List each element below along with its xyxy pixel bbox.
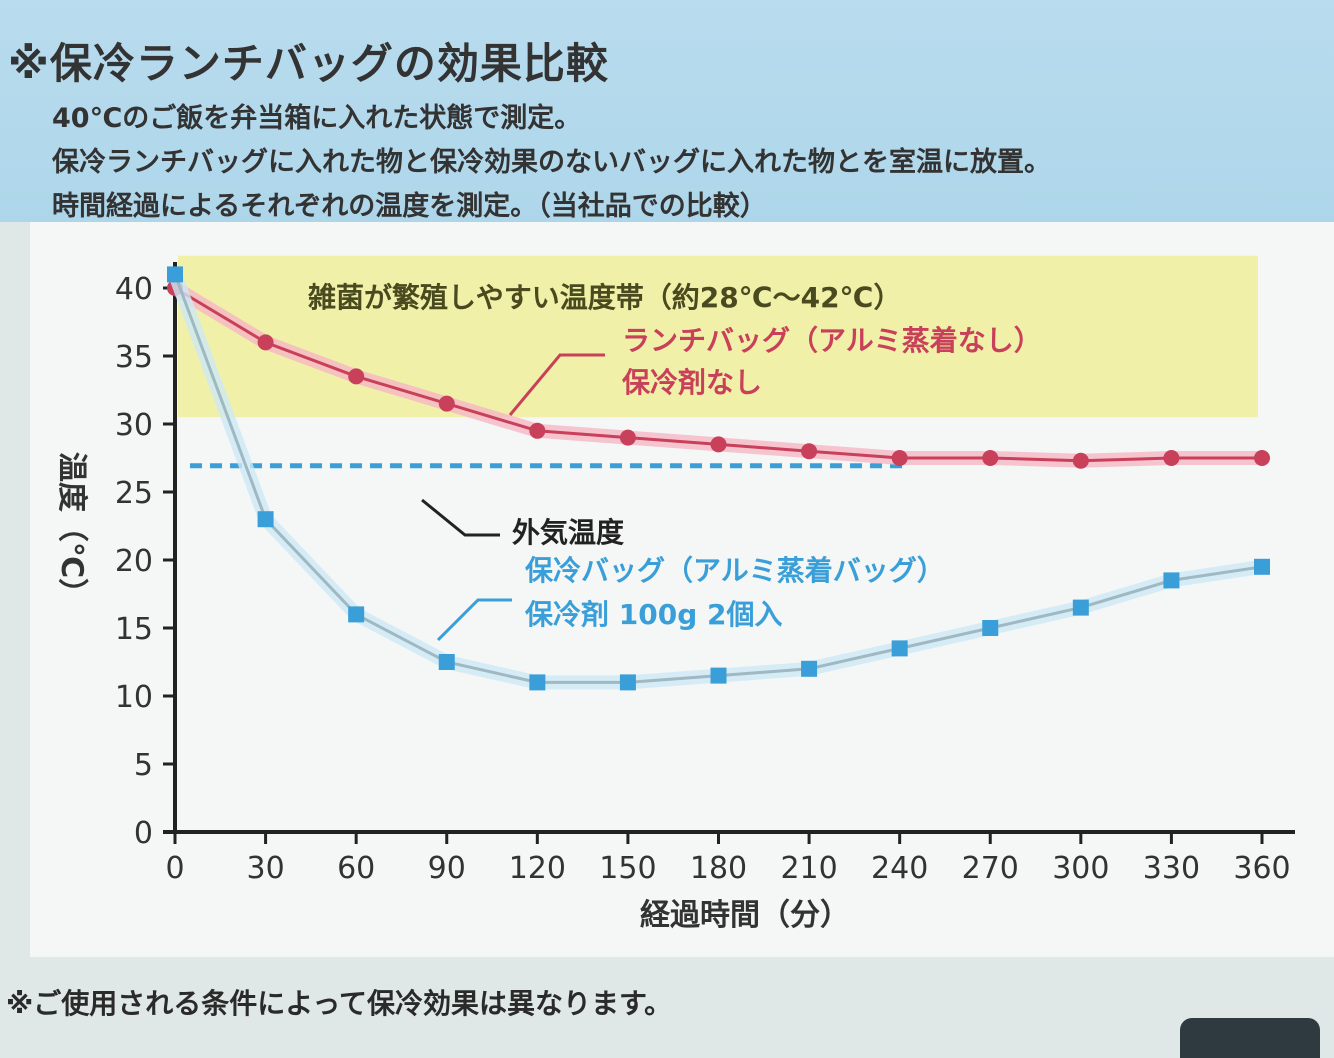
series-0-point: [1254, 450, 1270, 466]
series-0-point: [801, 443, 818, 460]
series-1-point: [710, 667, 727, 684]
series-1-point: [801, 660, 818, 677]
x-tick-label: 360: [1233, 851, 1290, 886]
x-tick-label: 60: [337, 851, 375, 886]
x-axis: 0 30 60 90 120 150 180 210 240 270 300 330 360: [163, 830, 1295, 886]
x-tick-label: 330: [1143, 851, 1200, 886]
series-1-point: [167, 266, 183, 283]
x-tick-label: 0: [165, 851, 184, 886]
series-0-point: [529, 422, 546, 439]
lunchbag-label-line-1: ランチバッグ（アルミ蒸着なし）: [622, 324, 1042, 357]
y-tick-label: 35: [115, 340, 153, 375]
series-layer: [167, 266, 1270, 691]
y-tick-label: 40: [115, 272, 153, 307]
series-0-point: [1072, 452, 1089, 469]
series-1-point: [891, 640, 908, 657]
x-tick-label: 240: [871, 851, 928, 886]
x-tick-label: 270: [962, 851, 1019, 886]
description-line-3: 時間経過によるそれぞれの温度を測定。（当社品での比較）: [52, 191, 767, 222]
outside-leader-line: [421, 498, 500, 537]
y-tick-label: 5: [134, 748, 153, 783]
series-1-point: [348, 606, 365, 623]
x-axis-title: 経過時間（分）: [640, 898, 850, 933]
series-0-point: [438, 395, 455, 412]
series-1-point: [1163, 572, 1180, 589]
band-label: 雑菌が繁殖しやすい温度帯（約28℃〜42℃）: [307, 281, 901, 314]
series-0-point: [348, 368, 365, 385]
description-line-2: 保冷ランチバッグに入れた物と保冷効果のないバッグに入れた物とを室温に放置。: [52, 147, 1051, 178]
x-tick-label: 300: [1052, 851, 1109, 886]
series-1-point: [529, 674, 546, 691]
series-0-point: [257, 334, 274, 351]
y-tick-label: 25: [115, 476, 153, 511]
coolbag-label-line-2: 保冷剤 100g 2個入: [525, 598, 782, 631]
series-1-point: [982, 620, 999, 636]
y-tick-label: 30: [115, 408, 153, 443]
series-1-point: [438, 654, 455, 670]
series-1-point: [1254, 558, 1270, 575]
series-0-point: [710, 436, 727, 453]
y-tick-label: 10: [115, 680, 153, 715]
y-tick-label: 0: [134, 816, 153, 851]
x-tick-label: 120: [509, 851, 566, 886]
header-band: ※保冷ランチバッグの効果比較 40℃のご飯を弁当箱に入れた状態で測定。 保冷ラン…: [0, 0, 1334, 222]
x-tick-label: 90: [428, 851, 466, 886]
description-line-1: 40℃のご飯を弁当箱に入れた状態で測定。: [52, 103, 582, 134]
x-tick-label: 30: [246, 851, 284, 886]
lunchbag-leader-line: [508, 353, 605, 416]
page-title: ※保冷ランチバッグの効果比較: [8, 39, 609, 88]
lunchbag-label-line-2: 保冷剤なし: [622, 366, 762, 399]
x-tick-label: 210: [780, 851, 837, 886]
outside-label: 外気温度: [512, 516, 624, 549]
series-0-point: [891, 450, 908, 466]
series-1-point: [257, 511, 274, 528]
y-tick-label: 15: [115, 612, 153, 647]
corner-tab: [1180, 1018, 1320, 1058]
y-tick-label: 20: [115, 544, 153, 579]
bacteria-temperature-band: [178, 255, 1258, 418]
x-tick-label: 180: [690, 851, 747, 886]
coolbag-leader-line: [436, 598, 512, 642]
series-0-point: [1163, 450, 1180, 466]
footnote: ※ご使用される条件によって保冷効果は異なります。: [6, 987, 673, 1020]
series-1-point: [619, 674, 636, 691]
series-0-point: [982, 450, 999, 466]
y-axis-title: 温度（℃）: [54, 452, 89, 608]
series-0-point: [619, 429, 636, 446]
series-1-point: [1072, 599, 1089, 616]
x-tick-label: 150: [599, 851, 656, 886]
y-axis: 0 5 10 15 20 25 30 35 40: [115, 262, 177, 851]
coolbag-label-line-1: 保冷バッグ（アルミ蒸着バッグ）: [525, 554, 945, 587]
